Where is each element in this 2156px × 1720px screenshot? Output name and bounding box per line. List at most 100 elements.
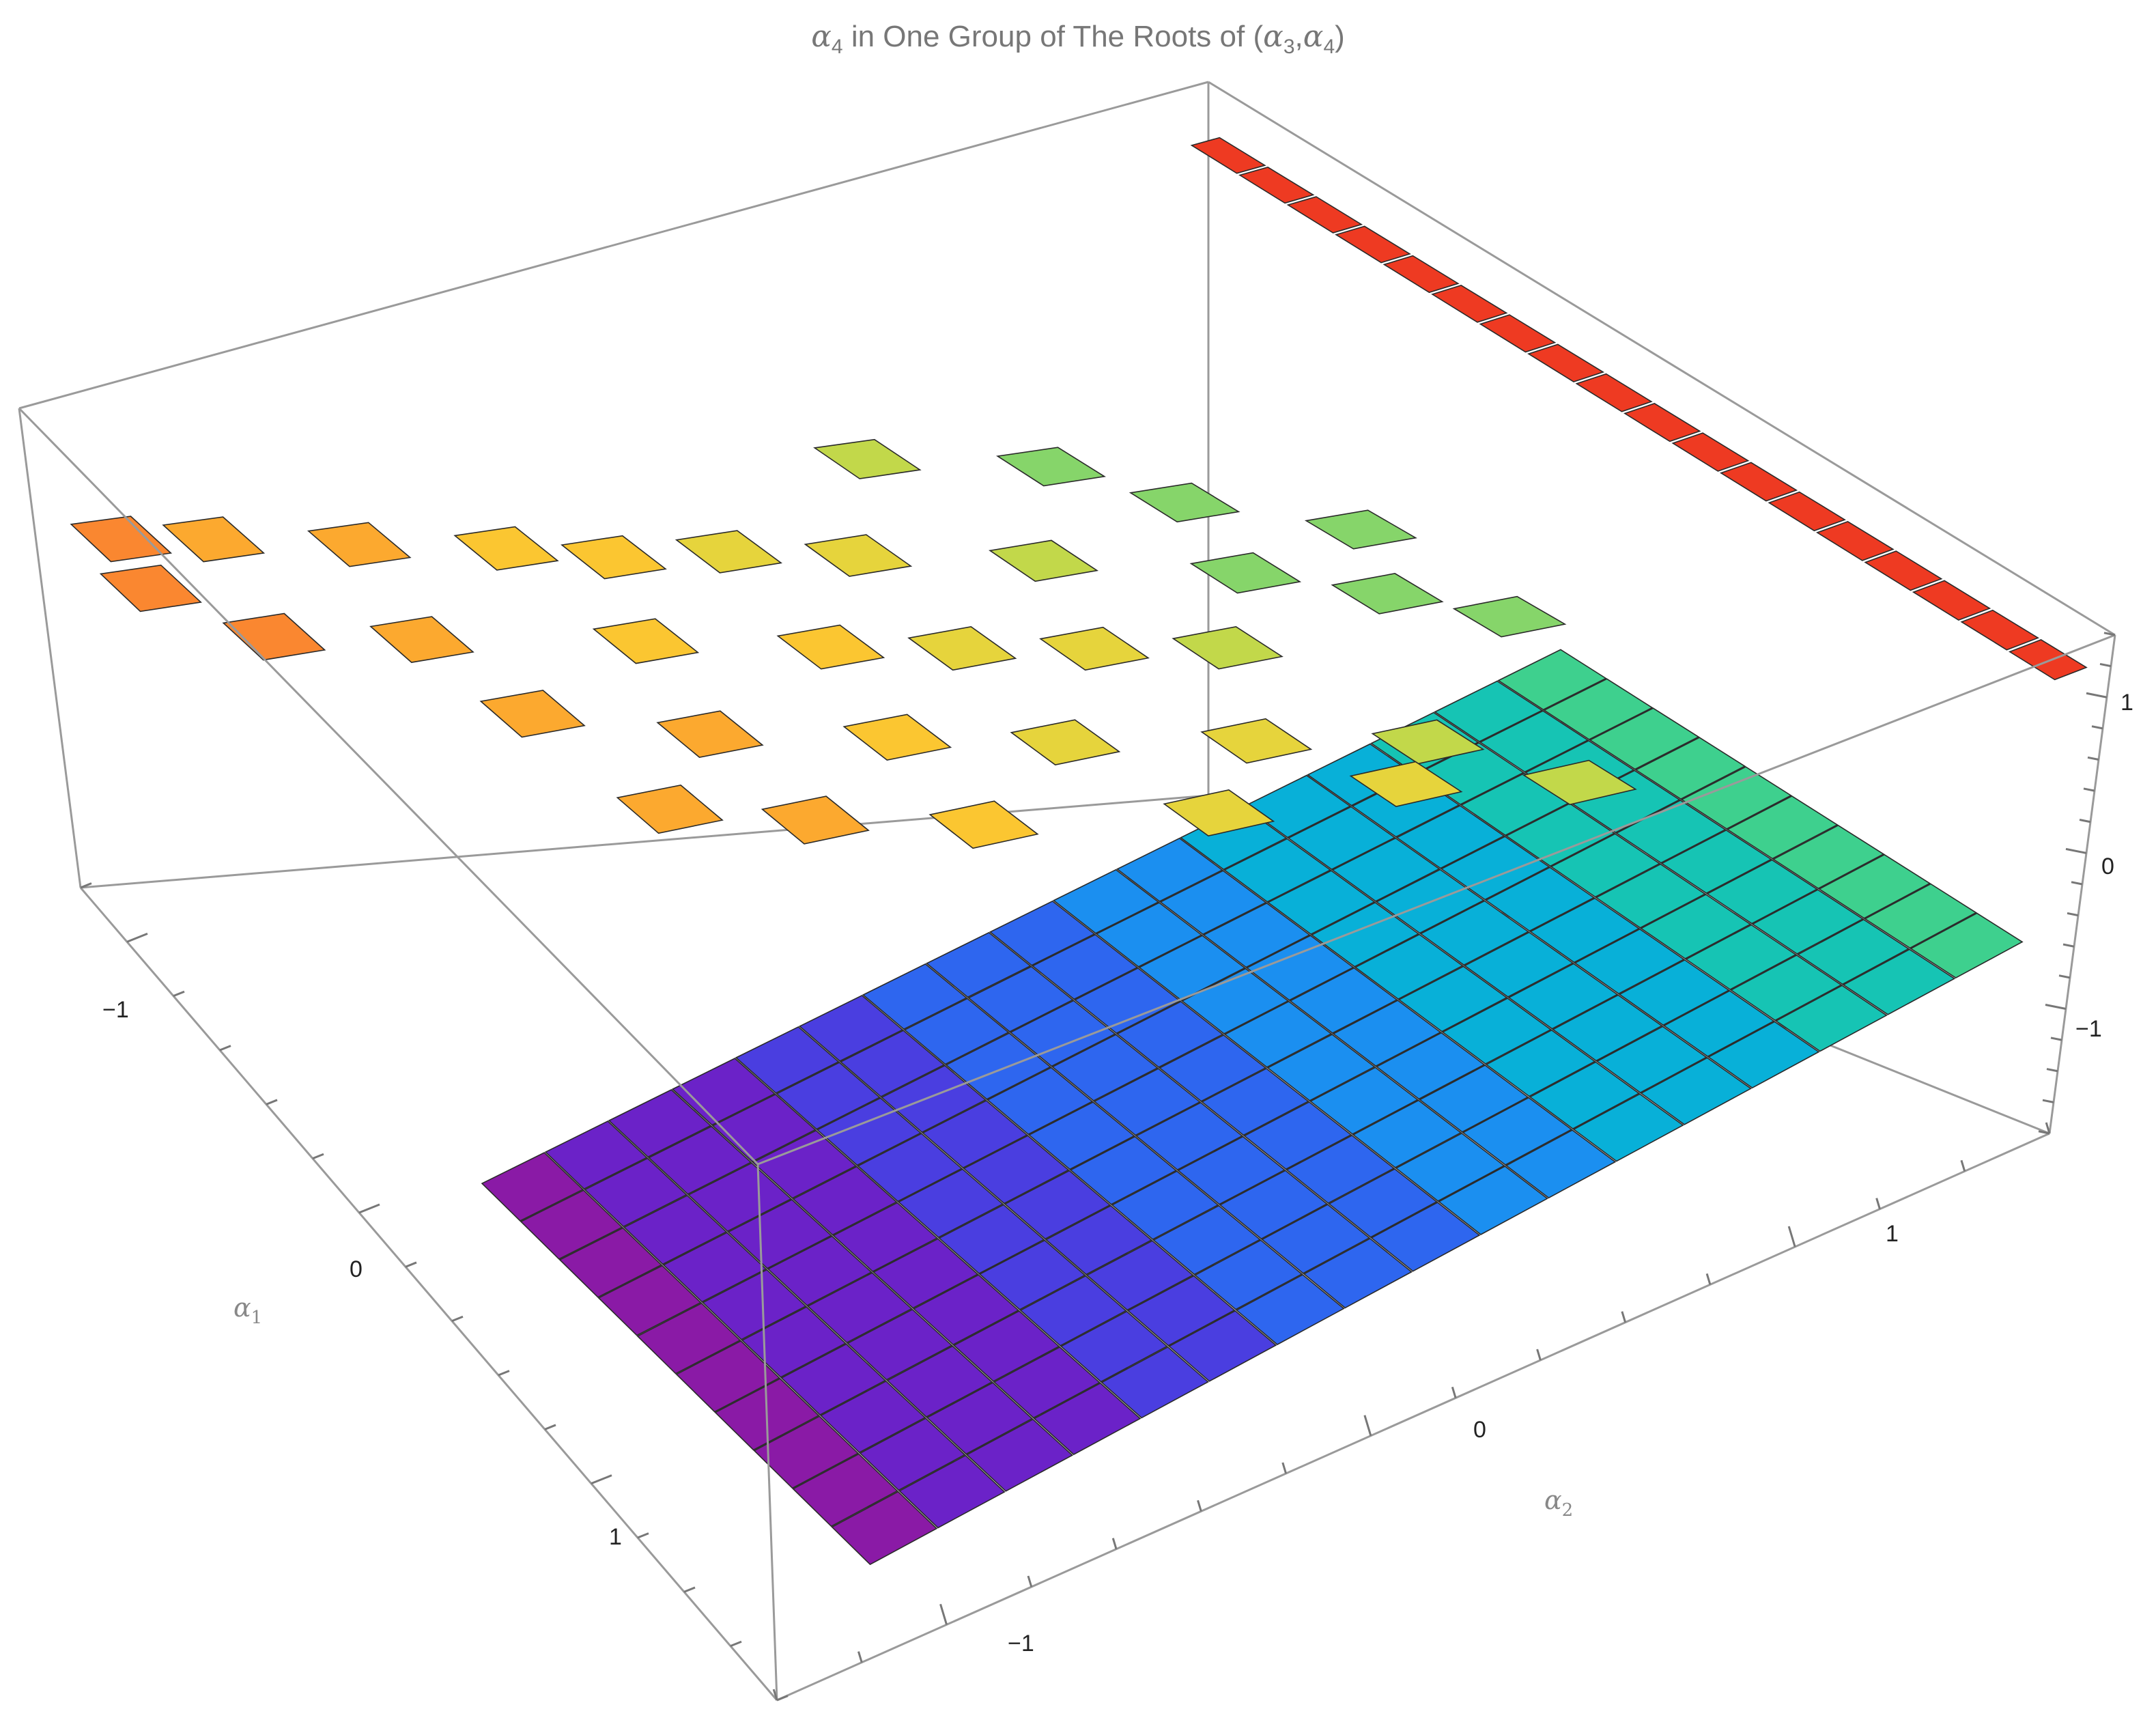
surface-patch (1266, 870, 1376, 935)
axis-tick (1787, 1226, 1796, 1247)
axis-tick (498, 1370, 510, 1377)
surface-patch (839, 1030, 946, 1098)
surface-patch (1138, 935, 1246, 1001)
axis-tick (2065, 847, 2087, 854)
surface-patch (938, 1204, 1045, 1275)
box-edge (18, 408, 82, 888)
surface-patch (965, 1418, 1074, 1492)
surface-patch (1864, 550, 1943, 591)
axis-tick (405, 1261, 417, 1268)
surface-patch (1497, 649, 1607, 711)
z-tick-label: 0 (2101, 854, 2114, 879)
surface-patch (1441, 998, 1552, 1065)
surface-patch (1031, 933, 1139, 1000)
surface-patch (1707, 1021, 1820, 1089)
surface-patch (1172, 625, 1283, 670)
surface-patch (816, 1097, 922, 1166)
surface-patch (1116, 1000, 1224, 1068)
surface-patch (1522, 759, 1637, 806)
box-edge (776, 1132, 2050, 1702)
surface-patch (608, 1089, 712, 1158)
axis-tick (1027, 1575, 1033, 1588)
surface-patch (1223, 838, 1332, 903)
x-axis-sub: 1 (251, 1308, 263, 1328)
surface-patch (222, 612, 326, 661)
title-comma: , (1294, 20, 1303, 53)
surface-patch (369, 616, 474, 663)
surface-patch (481, 1152, 584, 1222)
axis-tick (730, 1640, 742, 1648)
surface-patch (584, 1157, 687, 1228)
surface-patch (636, 1302, 741, 1374)
surface-patch (1202, 902, 1311, 968)
axis-tick (1705, 1273, 1712, 1285)
surface-patch (1219, 1170, 1329, 1240)
surface-patch (945, 1032, 1051, 1100)
surface-patch (798, 994, 904, 1062)
surface-patch (776, 624, 885, 670)
surface-patch (1484, 866, 1595, 932)
surface-patch (1640, 894, 1752, 959)
surface-patch (1463, 931, 1574, 998)
axis-tick (2042, 1099, 2054, 1103)
box-edge (756, 1164, 778, 1701)
surface-patch (1286, 196, 1363, 234)
surface-patch (1039, 626, 1150, 671)
surface-patch (1168, 1310, 1277, 1382)
axis-tick (939, 1603, 948, 1625)
surface-patch (898, 1454, 1006, 1529)
surface-patch (1671, 432, 1750, 472)
axis-tick (1451, 1386, 1457, 1398)
surface-patch (1842, 948, 1956, 1015)
surface-patch (1864, 883, 1977, 949)
surface-patch (903, 998, 1010, 1065)
chart-title: α4 in One Group of The Roots of (α3,α4) (0, 19, 2156, 59)
axis-tick (2062, 943, 2075, 948)
surface-patch (922, 1099, 1028, 1169)
axis-tick (857, 1651, 863, 1663)
title-text: in One Group of The Roots of ( (842, 20, 1264, 53)
title-var4: α (1303, 19, 1324, 54)
surface-patch (1027, 1101, 1135, 1170)
x-tick-label: 1 (609, 1524, 622, 1550)
surface-patch (1662, 990, 1775, 1058)
x-tick-label: −1 (102, 997, 129, 1023)
axis-tick (2058, 974, 2071, 979)
surface-patch (1440, 836, 1550, 901)
surface-patch (1615, 800, 1727, 864)
axis-tick (544, 1424, 556, 1430)
axis-tick (312, 1153, 324, 1160)
axis-tick (2083, 787, 2095, 792)
surface-patch (842, 714, 952, 761)
title-var: α (811, 19, 832, 54)
surface-patch (1135, 1101, 1243, 1171)
surface-patch (859, 1418, 966, 1491)
surface-patch (1543, 678, 1654, 740)
surface-patch (928, 800, 1039, 849)
surface-patch (520, 1189, 623, 1260)
surface-patch (1815, 521, 1895, 561)
surface-patch (99, 564, 202, 612)
surface-patch (925, 931, 1032, 998)
surface-patch (1706, 859, 1818, 925)
surface-patch (913, 1274, 1019, 1346)
surface-patch (1960, 609, 2040, 651)
surface-patch (1719, 462, 1798, 502)
z-tick-label: 1 (2120, 690, 2133, 716)
surface-patch (752, 1129, 857, 1199)
surface-patch (1093, 1068, 1201, 1136)
axis-tick (126, 932, 148, 943)
surface-patch (1352, 1099, 1462, 1168)
surface-patch (1595, 863, 1706, 929)
surface-patch (1052, 869, 1160, 934)
surface-patch (1685, 924, 1797, 991)
surface-patch (1159, 1034, 1267, 1102)
surface-patch (1505, 802, 1616, 867)
surface-patch (1331, 573, 1444, 615)
axis-tick (2087, 756, 2099, 761)
axis-tick (776, 1695, 789, 1702)
surface-patch (453, 526, 559, 571)
axis-tick (591, 1474, 612, 1485)
axis-tick (2045, 1004, 2067, 1010)
